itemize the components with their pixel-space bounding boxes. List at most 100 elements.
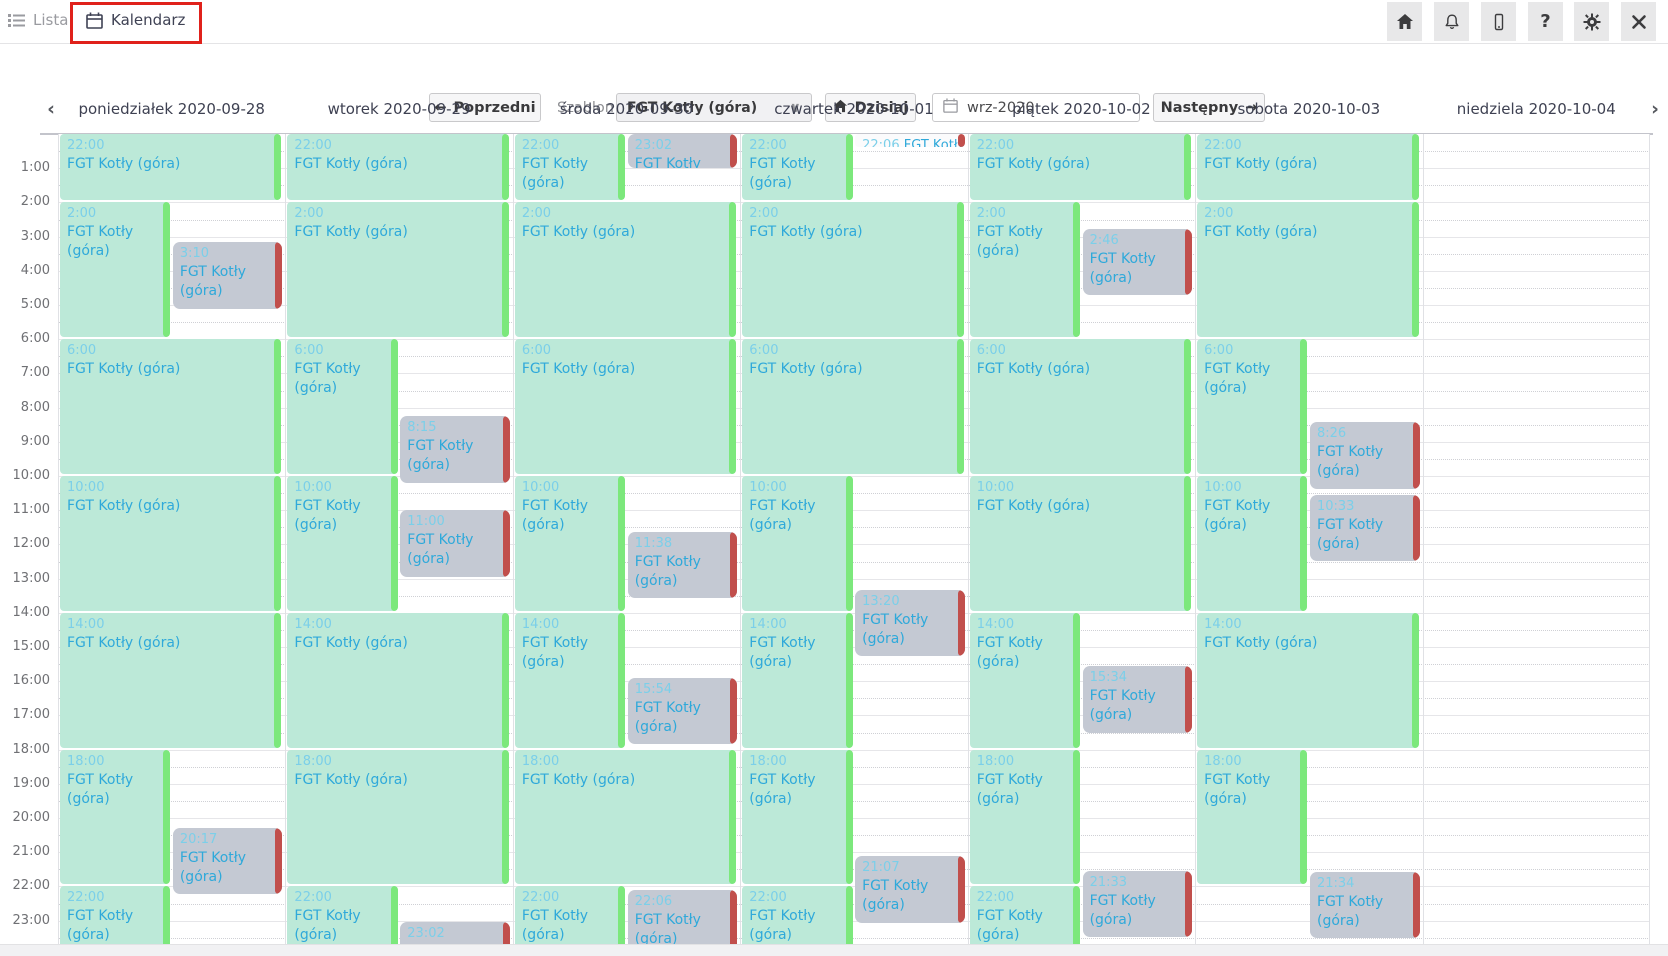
day-header: poniedziałek 2020-09-28 [78,100,265,118]
event-scheduled[interactable]: 6:00 FGT Kotły (góra) [60,339,282,474]
event-scheduled[interactable]: 22:00 FGT Kotły (góra) [287,886,398,944]
event-actual[interactable]: 22:06 FGT Kotły [855,134,965,147]
event-scheduled[interactable]: 18:00 FGT Kotły (góra) [742,749,853,885]
event-scheduled[interactable]: 18:00 FGT Kotły (góra) [287,749,509,885]
event-scheduled[interactable]: 6:00 FGT Kotły (góra) [1197,339,1308,474]
month-input[interactable]: wrz-2020 [932,93,1140,122]
time-label: 1:00 [20,160,50,176]
time-label: 15:00 [12,639,50,654]
event-scheduled[interactable]: 18:00 FGT Kotły (góra) [514,749,737,885]
tab-kalendarz-label: Kalendarz [111,11,186,29]
event-scheduled[interactable]: 22:00 FGT Kotły (góra) [60,886,171,944]
half-hour-gridline [58,835,1650,837]
prev-week-chevron[interactable]: ‹ [47,98,55,120]
event-time: 2:00 [1204,206,1234,222]
tab-kalendarz[interactable]: Kalendarz [82,0,192,76]
event-scheduled[interactable]: 10:00 FGT Kotły (góra) [514,476,626,611]
event-time: 14:00 [67,616,105,632]
event-scheduled[interactable]: 22:00 FGT Kotły (góra) [287,134,509,201]
event-actual[interactable]: 23:02 FGT Kotły [627,134,738,168]
event-scheduled[interactable]: 2:00 FGT Kotły (góra) [287,202,509,338]
event-scheduled[interactable]: 14:00 FGT Kotły (góra) [60,612,282,748]
event-scheduled[interactable]: 6:00 FGT Kotły (góra) [969,339,1192,474]
event-time: 22:00 [521,890,560,906]
event-actual[interactable]: 15:34 FGT Kotły (góra) [1082,666,1193,733]
event-scheduled[interactable]: 14:00 FGT Kotły (góra) [742,612,853,748]
event-time: 21:07 [862,860,900,876]
time-label: 21:00 [12,844,50,860]
template-select[interactable]: FGT Kotły (góra) ∨ [616,93,812,122]
event-title: FGT Kotły (góra) [67,156,181,172]
event-actual[interactable]: 13:20 FGT Kotły (góra) [855,589,965,657]
event-actual[interactable]: 15:54 FGT Kotły (góra) [627,677,738,745]
mobile-icon-button[interactable] [1481,2,1516,41]
event-scheduled[interactable]: 14:00 FGT Kotły (góra) [969,612,1080,748]
event-actual[interactable]: 21:33 FGT Kotły (góra) [1082,871,1193,938]
event-actual[interactable]: 11:38 FGT Kotły (góra) [627,531,738,599]
event-scheduled[interactable]: 2:00 FGT Kotły (góra) [60,202,171,338]
event-scheduled[interactable]: 22:00 FGT Kotły (góra) [514,886,626,944]
event-green-stripe [618,886,626,944]
event-actual[interactable]: 10:33 FGT Kotły (góra) [1309,494,1420,562]
settings-icon-button[interactable] [1574,2,1609,41]
event-scheduled[interactable]: 10:00 FGT Kotły (góra) [969,476,1192,611]
today-button[interactable]: Dzisiaj [825,93,916,122]
event-time: 10:00 [749,480,787,495]
event-scheduled[interactable]: 6:00 FGT Kotły (góra) [742,339,964,474]
home-icon-button[interactable] [1387,2,1422,41]
hour-gridline [58,612,1650,614]
event-scheduled[interactable]: 18:00 FGT Kotły (góra) [60,749,171,885]
notifications-icon-button[interactable] [1434,2,1469,41]
next-week-chevron[interactable]: › [1651,98,1659,120]
calendar-grid[interactable]: 22:00 FGT Kotły (góra) 2:00 FGT Kotły (góra… [58,134,1650,944]
event-title: FGT Kotły (góra) [1204,361,1271,397]
event-scheduled[interactable]: 22:00 FGT Kotły (góra) [514,134,626,201]
event-actual[interactable]: 8:26 FGT Kotły (góra) [1309,422,1420,489]
event-scheduled[interactable]: 10:00 FGT Kotły (góra) [742,476,853,611]
event-scheduled[interactable]: 2:00 FGT Kotły (góra) [514,202,737,338]
event-scheduled[interactable]: 14:00 FGT Kotły (góra) [287,612,509,748]
event-scheduled[interactable]: 10:00 FGT Kotły (góra) [60,476,282,611]
event-actual[interactable]: 23:02 FGT Kotły (góra) [400,921,510,945]
event-actual[interactable]: 21:07 FGT Kotły (góra) [855,856,965,923]
event-title: FGT Kotły (góra) [294,634,408,651]
event-actual[interactable]: 21:34 FGT Kotły (góra) [1309,871,1420,939]
horizontal-scrollbar-track[interactable] [0,944,1668,956]
event-scheduled[interactable]: 6:00 FGT Kotły (góra) [514,339,737,474]
next-button[interactable]: Następny → [1153,93,1265,122]
event-title: FGT Kotły (góra) [407,943,496,945]
event-scheduled[interactable]: 14:00 FGT Kotły (góra) [1197,612,1419,748]
event-scheduled[interactable]: 2:00 FGT Kotły (góra) [1197,202,1419,338]
event-actual[interactable]: 20:17 FGT Kotły (góra) [172,827,283,894]
event-scheduled[interactable]: 22:00 FGT Kotły (góra) [742,134,853,201]
event-actual[interactable]: 22:06 FGT Kotły (góra) [627,889,738,944]
event-actual[interactable]: 11:00 FGT Kotły (góra) [400,510,510,577]
previous-button[interactable]: ← Poprzedni [429,93,541,122]
previous-button-label: Poprzedni [453,99,536,116]
event-actual[interactable]: 8:15 FGT Kotły (góra) [400,416,510,483]
event-scheduled[interactable]: 14:00 FGT Kotły (góra) [514,612,626,748]
event-scheduled[interactable]: 22:00 FGT Kotły (góra) [1197,134,1419,201]
event-scheduled[interactable]: 22:00 FGT Kotły (góra) [742,886,853,944]
template-select-value: FGT Kotły (góra) [627,99,758,116]
event-scheduled[interactable]: 22:00 FGT Kotły (góra) [969,134,1192,201]
event-scheduled[interactable]: 6:00 FGT Kotły (góra) [287,339,398,474]
event-time: 22:06 [634,893,673,909]
event-actual[interactable]: 3:10 FGT Kotły (góra) [172,242,283,309]
event-actual[interactable]: 2:46 FGT Kotły (góra) [1082,228,1193,296]
event-scheduled[interactable]: 2:00 FGT Kotły (góra) [742,202,964,338]
help-icon-button[interactable]: ? [1528,2,1563,41]
event-scheduled[interactable]: 2:00 FGT Kotły (góra) [969,202,1080,338]
event-scheduled[interactable]: 18:00 FGT Kotły (góra) [969,749,1080,885]
day-column-border [740,134,742,944]
close-icon-button[interactable] [1621,2,1656,41]
event-scheduled[interactable]: 10:00 FGT Kotły (góra) [1197,476,1308,611]
event-scheduled[interactable]: 22:00 FGT Kotły (góra) [60,134,282,201]
event-red-stripe [1412,494,1420,562]
event-scheduled[interactable]: 10:00 FGT Kotły (góra) [287,476,398,611]
event-scheduled[interactable]: 18:00 FGT Kotły (góra) [1197,749,1308,885]
event-scheduled[interactable]: 22:00 FGT Kotły (góra) [969,886,1080,944]
event-green-stripe [163,749,171,885]
tab-lista[interactable]: Lista [8,0,68,40]
left-arrow-icon: ← [434,99,447,116]
